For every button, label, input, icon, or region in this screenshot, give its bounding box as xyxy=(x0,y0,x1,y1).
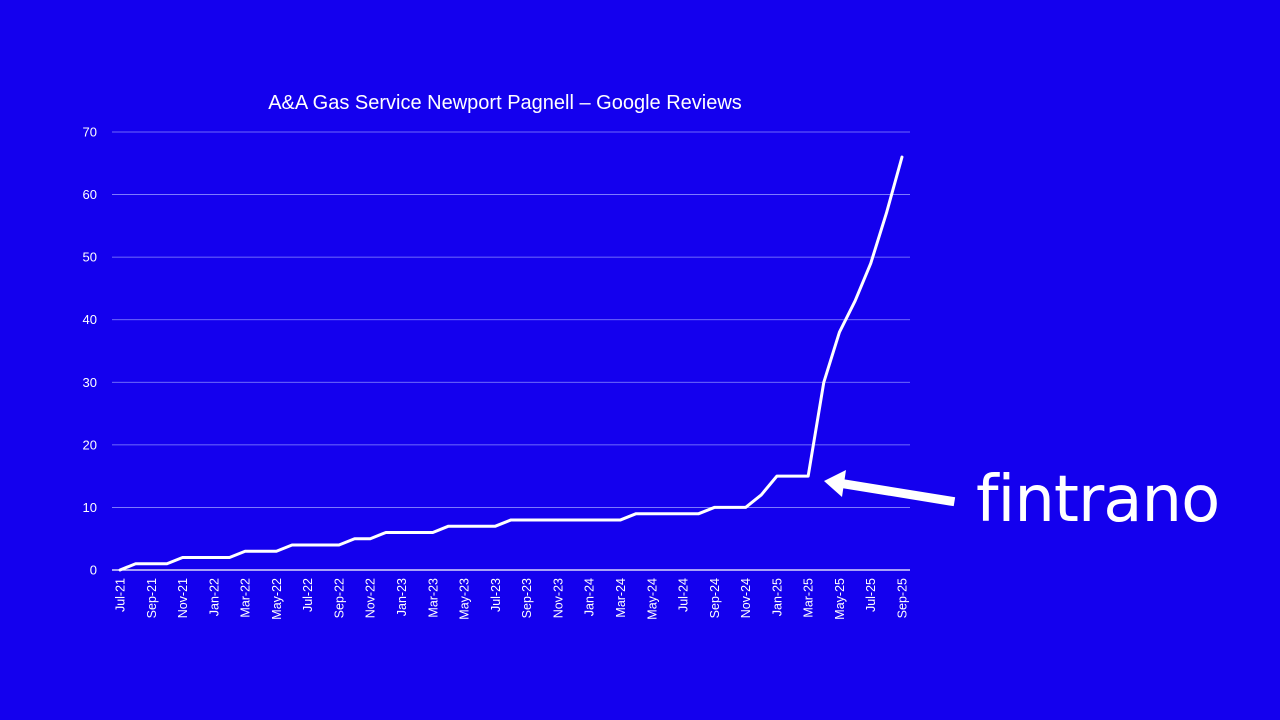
y-tick-label: 30 xyxy=(83,375,97,390)
y-tick-label: 40 xyxy=(83,312,97,327)
y-tick-label: 50 xyxy=(83,250,97,265)
x-tick-label: Nov-22 xyxy=(364,578,378,618)
x-tick-label: May-25 xyxy=(833,578,847,620)
y-tick-label: 10 xyxy=(83,500,97,515)
x-tick-label: Nov-24 xyxy=(739,578,753,618)
x-tick-label: May-24 xyxy=(645,578,659,620)
x-tick-label: Jul-24 xyxy=(677,578,691,612)
x-tick-label: Sep-21 xyxy=(145,578,159,618)
x-tick-label: Jul-23 xyxy=(489,578,503,612)
x-tick-label: Jan-24 xyxy=(583,578,597,616)
x-tick-label: Jan-23 xyxy=(395,578,409,616)
x-tick-label: Nov-21 xyxy=(176,578,190,618)
x-tick-label: Jan-25 xyxy=(770,578,784,616)
x-tick-label: Sep-23 xyxy=(520,578,534,618)
x-tick-label: Jul-21 xyxy=(114,578,128,612)
grid-lines xyxy=(112,131,910,571)
y-axis-ticks: 0 10 20 30 40 50 60 70 xyxy=(83,125,97,578)
x-tick-label: May-23 xyxy=(458,578,472,620)
chart-title: A&A Gas Service Newport Pagnell – Google… xyxy=(268,92,742,114)
x-tick-label: Mar-24 xyxy=(614,578,628,618)
series-line xyxy=(118,155,904,572)
x-tick-label: Mar-25 xyxy=(802,578,816,618)
fintrano-logo: fintrano xyxy=(976,463,1220,537)
x-tick-label: Jul-22 xyxy=(301,578,315,612)
x-tick-label: Mar-23 xyxy=(426,578,440,618)
x-tick-label: Mar-22 xyxy=(239,578,253,618)
x-tick-label: Sep-22 xyxy=(332,578,346,618)
y-tick-label: 0 xyxy=(90,563,97,578)
series-layer xyxy=(118,155,904,572)
x-tick-label: Sep-25 xyxy=(896,578,910,618)
x-tick-label: Jul-25 xyxy=(864,578,878,612)
x-axis-ticks: Jul-21 Sep-21 Nov-21 Jan-22 Mar-22 May-22 Jul-… xyxy=(114,578,910,620)
y-tick-label: 60 xyxy=(83,187,97,202)
x-tick-label: Nov-23 xyxy=(551,578,565,618)
y-tick-label: 20 xyxy=(83,437,97,452)
x-tick-label: Sep-24 xyxy=(708,578,722,618)
x-tick-label: Jan-22 xyxy=(207,578,221,616)
y-tick-label: 70 xyxy=(83,125,97,140)
x-tick-label: May-22 xyxy=(270,578,284,620)
